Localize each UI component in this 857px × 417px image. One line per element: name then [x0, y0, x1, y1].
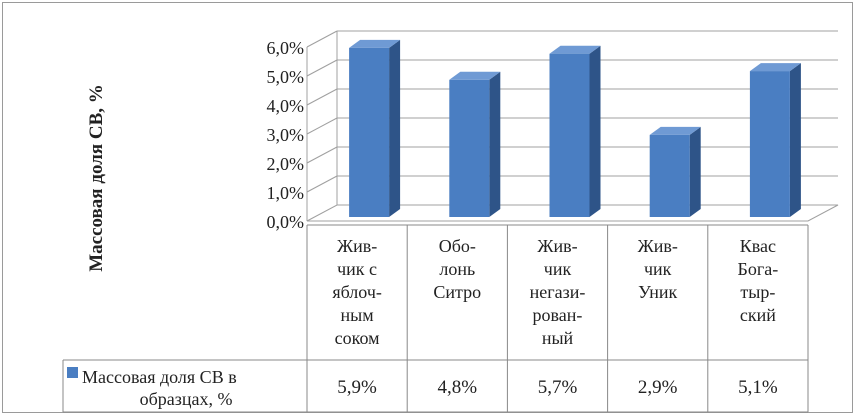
category-label: Жив- [337, 236, 377, 256]
category-label: Квас [740, 236, 776, 256]
category-label: негази- [530, 282, 586, 302]
legend-label: Массовая доля СВ в [82, 367, 237, 387]
category-label: Жив- [537, 236, 577, 256]
category-label: ский [740, 305, 776, 325]
bar-top [649, 126, 701, 135]
bar [649, 134, 690, 217]
y-tick-label: 2,0% [267, 154, 305, 174]
y-tick-label: 6,0% [267, 38, 305, 58]
category-label: Обо- [439, 236, 476, 256]
gridline-depth [306, 117, 338, 135]
y-tick-label: 5,0% [267, 67, 305, 87]
bar-top [749, 63, 801, 72]
data-value-label: 5,7% [538, 377, 578, 398]
y-tick-label: 0,0% [267, 212, 305, 232]
category-label: яблоч- [332, 282, 382, 302]
category-label: тыр- [740, 282, 775, 302]
bar-side [489, 71, 501, 217]
y-tick-label: 1,0% [267, 183, 305, 203]
data-value-label: 5,9% [337, 377, 377, 398]
data-value-label: 2,9% [638, 377, 678, 398]
gridline-depth [306, 88, 338, 106]
bar-side [789, 63, 801, 217]
bar [449, 79, 490, 217]
category-label: чик с [337, 259, 377, 279]
category-label: рован- [533, 305, 583, 325]
data-value-label: 5,1% [738, 377, 778, 398]
y-tick-label: 4,0% [267, 96, 305, 116]
legend-label: образцах, % [140, 389, 233, 409]
bar-top [449, 71, 501, 80]
category-label: чик [644, 259, 672, 279]
gridline-depth [306, 146, 338, 164]
chart-floor [306, 204, 839, 222]
category-label: Бога- [738, 259, 779, 279]
category-label: ный [542, 328, 574, 348]
category-label: лонь [439, 259, 475, 279]
legend-key [67, 367, 78, 378]
gridline-depth [306, 175, 338, 193]
y-tick-label: 3,0% [267, 125, 305, 145]
category-label: чик [544, 259, 572, 279]
bar [349, 47, 390, 218]
gridline-depth [306, 30, 338, 48]
bar [549, 53, 590, 218]
category-label: Ситро [433, 282, 481, 302]
category-label: Жив- [638, 236, 678, 256]
bar-side [389, 39, 401, 218]
category-label: Уник [638, 282, 677, 302]
bar-top [349, 39, 401, 48]
data-value-label: 4,8% [438, 377, 478, 398]
category-label: ным [341, 305, 374, 325]
bar-side [589, 45, 601, 218]
bar-side [689, 126, 701, 217]
category-label: соком [335, 328, 380, 348]
bar-top [549, 45, 601, 54]
bar [749, 71, 790, 217]
gridline-depth [306, 59, 338, 77]
